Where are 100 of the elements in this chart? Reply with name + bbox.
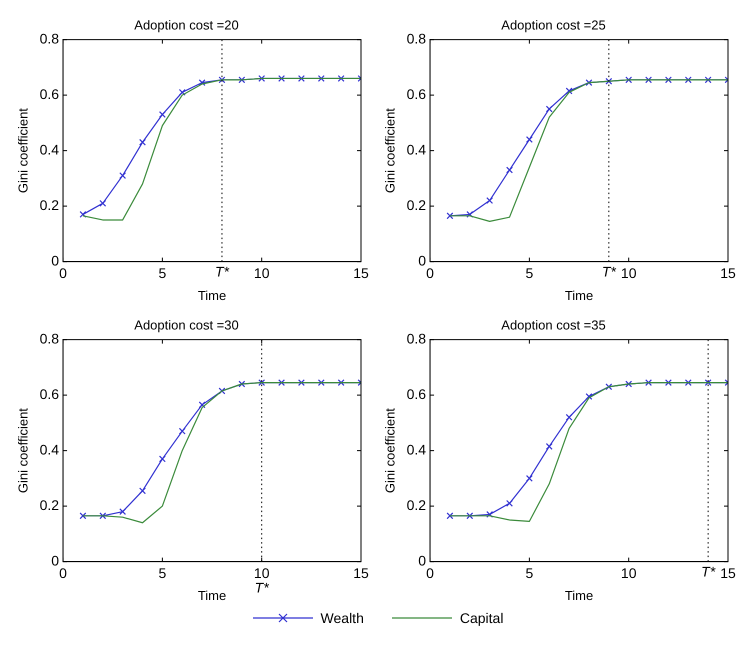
point	[278, 75, 285, 82]
point	[704, 379, 712, 386]
x-axis-title: Time	[564, 588, 594, 603]
point	[178, 88, 186, 96]
chart-title: Adoption cost =30	[134, 317, 239, 332]
x-tick-label: 5	[158, 564, 166, 581]
point	[466, 512, 474, 520]
point	[526, 474, 533, 482]
x-tick-label: 15	[353, 264, 369, 281]
x-tick-label: 15	[720, 564, 736, 581]
point	[119, 508, 126, 516]
x-tick-label: 5	[525, 264, 534, 281]
point	[218, 76, 226, 84]
legend-label: Wealth	[320, 610, 364, 626]
point	[119, 172, 126, 180]
ref-line-label: T*	[214, 263, 230, 280]
point	[684, 379, 692, 386]
point	[625, 380, 632, 388]
ref-line-label: T*	[602, 263, 616, 280]
x-axis-title: Time	[198, 588, 226, 603]
y-tick-label: 0	[418, 552, 426, 568]
point	[605, 383, 612, 390]
y-tick-label: 0.8	[40, 330, 60, 346]
x-tick-label: 10	[254, 264, 270, 281]
y-tick-label: 0.8	[40, 30, 60, 46]
x-tick-label: 10	[620, 264, 637, 281]
point	[139, 138, 146, 146]
point	[546, 106, 553, 112]
point	[238, 76, 246, 84]
point	[338, 75, 345, 82]
point	[625, 76, 632, 84]
point	[486, 197, 494, 204]
point	[684, 76, 692, 84]
y-tick-label: 0.8	[406, 30, 426, 46]
point	[664, 76, 672, 84]
y-tick-label: 0.4	[40, 441, 60, 458]
point	[79, 210, 86, 218]
point	[506, 500, 513, 507]
x-tick-label: 15	[720, 264, 736, 281]
point	[298, 75, 305, 82]
y-tick-label: 0	[418, 252, 426, 268]
point	[178, 428, 186, 435]
y-tick-label: 0.2	[406, 496, 426, 513]
y-tick-label: 0.2	[406, 196, 426, 213]
point	[645, 379, 652, 386]
point	[566, 414, 573, 421]
point	[506, 166, 513, 174]
chart-title: Adoption cost =35	[501, 317, 606, 332]
point	[546, 443, 553, 450]
y-tick-label: 0.2	[40, 196, 60, 213]
point	[664, 379, 672, 386]
y-tick-label: 0.6	[40, 386, 60, 402]
point	[158, 111, 166, 118]
y-tick-label: 0.8	[406, 330, 426, 346]
ref-line-label: T*	[701, 563, 716, 580]
y-tick-label: 0.4	[406, 141, 426, 158]
point	[338, 379, 345, 386]
x-tick-label: 10	[254, 564, 270, 581]
point	[586, 79, 592, 86]
point	[238, 380, 246, 388]
point	[258, 75, 266, 82]
point	[218, 388, 226, 394]
y-tick-label: 0	[51, 252, 60, 268]
point	[278, 379, 285, 386]
y-tick-label: 0.6	[406, 86, 426, 102]
point	[645, 76, 652, 84]
point	[605, 78, 612, 85]
y-tick-label: 0	[51, 552, 60, 568]
point	[198, 401, 206, 408]
point	[158, 455, 166, 462]
x-tick-label: 10	[620, 564, 637, 581]
point	[298, 379, 305, 386]
point	[446, 212, 454, 220]
x-tick-label: 5	[525, 564, 534, 581]
point	[258, 379, 266, 386]
chart-title: Adoption cost =20	[134, 17, 239, 32]
point	[139, 487, 146, 494]
ref-line-label: T*	[254, 579, 270, 596]
x-tick-label: 15	[353, 564, 369, 581]
y-tick-label: 0.2	[40, 496, 60, 513]
y-axis-title: Gini coefficient	[382, 108, 398, 194]
point	[318, 75, 325, 82]
y-tick-label: 0.6	[406, 386, 426, 402]
point	[486, 510, 494, 518]
point	[99, 200, 106, 207]
y-axis-title: Gini coefficient	[15, 108, 30, 194]
point	[526, 136, 533, 143]
point	[466, 210, 474, 218]
point	[318, 379, 325, 386]
chart-title: Adoption cost =25	[501, 17, 606, 32]
x-axis-title: Time	[198, 288, 226, 303]
point	[99, 512, 106, 520]
point	[198, 79, 206, 86]
point	[446, 512, 454, 520]
y-tick-label: 0.4	[40, 141, 60, 158]
y-axis-title: Gini coefficient	[382, 408, 398, 494]
point	[704, 76, 712, 84]
y-axis-title: Gini coefficient	[15, 408, 30, 494]
point	[586, 393, 592, 400]
y-tick-label: 0.6	[40, 86, 60, 102]
